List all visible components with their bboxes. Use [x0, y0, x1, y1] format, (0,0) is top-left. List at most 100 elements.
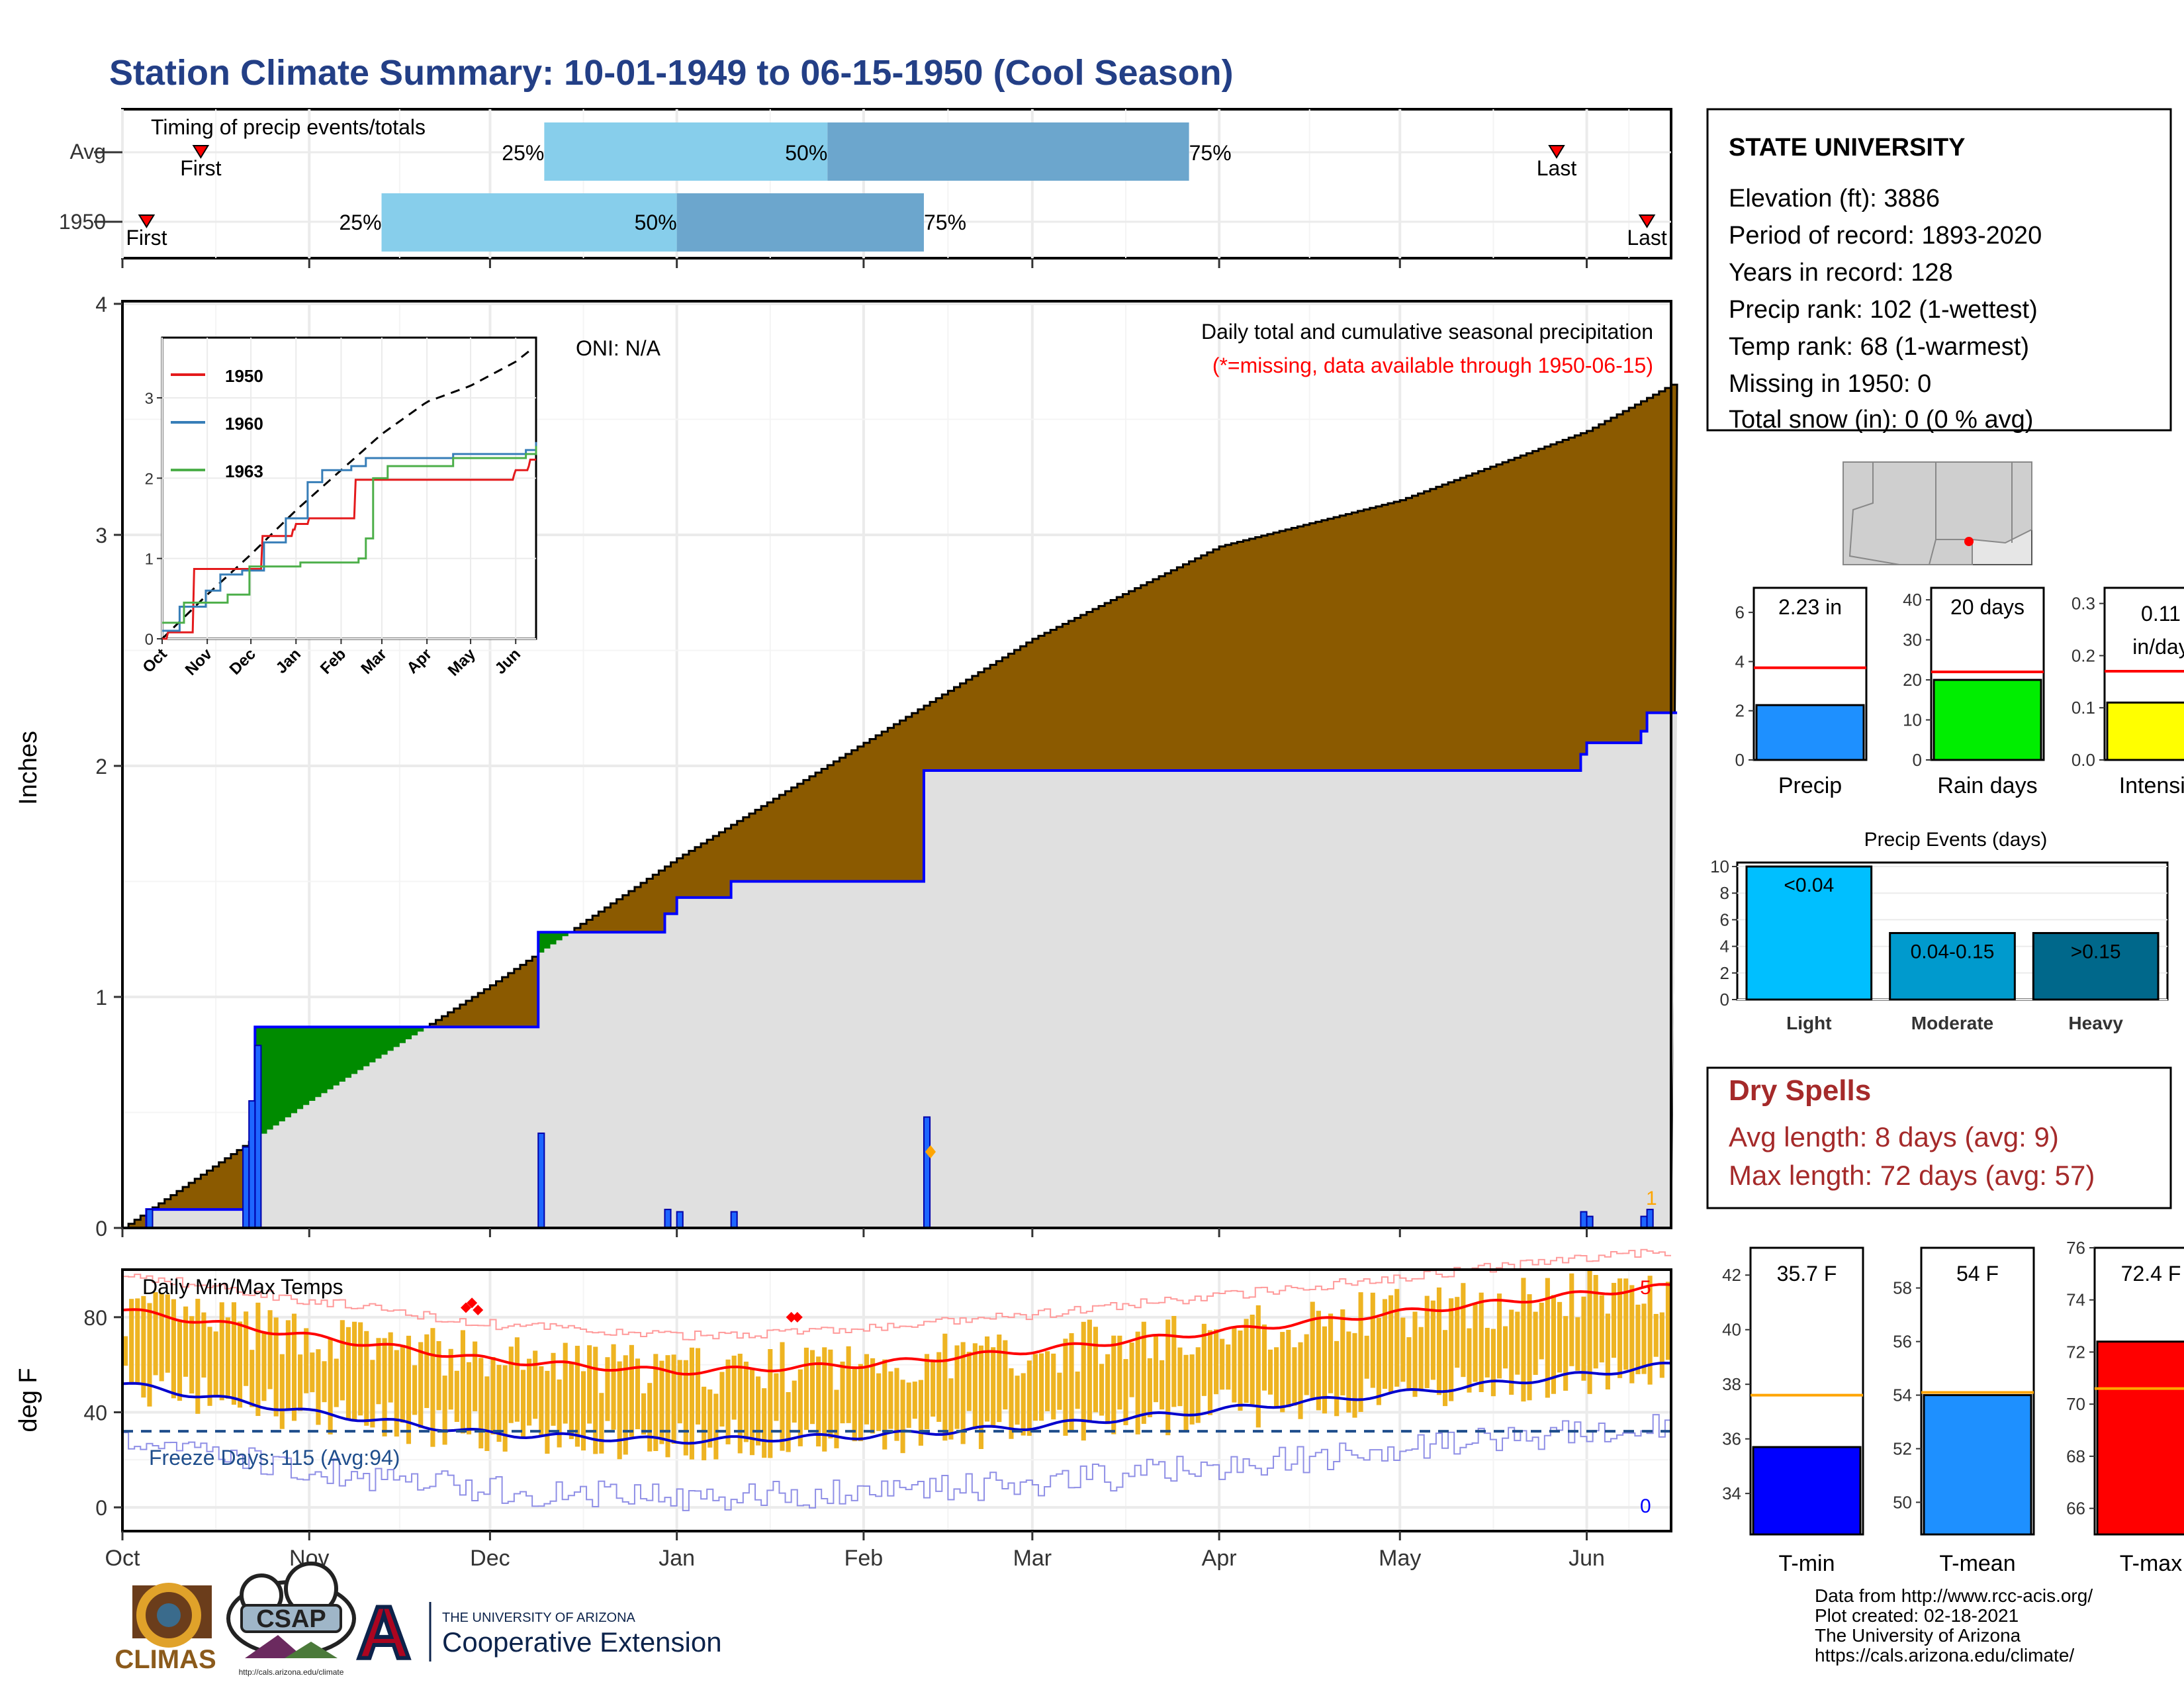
daily-temp-bar — [1250, 1315, 1255, 1405]
daily-temp-bar — [1563, 1316, 1569, 1391]
daily-temp-bar — [1430, 1300, 1435, 1380]
daily-temp-bar — [1647, 1276, 1653, 1385]
daily-temp-bar — [1527, 1294, 1532, 1401]
daily-temp-bar — [629, 1344, 634, 1437]
events-ytick-label: 0 — [1720, 990, 1729, 1009]
daily-temp-bar — [1292, 1347, 1297, 1406]
daily-temp-bar — [713, 1393, 719, 1460]
summary-bar-name: Rain days — [1937, 773, 2037, 798]
temp-summary-value: 72.4 F — [2121, 1262, 2181, 1286]
daily-temp-bar — [1177, 1347, 1183, 1407]
timing-bar-25-50 — [544, 122, 828, 181]
daily-temp-bar — [1659, 1312, 1664, 1378]
events-bar-Moderate — [1889, 932, 2016, 1001]
station-info-box: STATE UNIVERSITY Elevation (ft): 3886 Pe… — [1706, 108, 2172, 434]
daily-temp-bar — [1189, 1354, 1195, 1425]
daily-temp-bar — [797, 1369, 803, 1446]
daily-temp-bar — [520, 1370, 526, 1439]
daily-temp-bar — [424, 1334, 430, 1409]
daily-temp-bar — [1244, 1319, 1249, 1403]
temp-ytick-label: 40 — [83, 1401, 107, 1425]
daily-temp-bar — [756, 1376, 761, 1446]
daily-temp-bar — [1581, 1296, 1586, 1381]
daily-temp-bar — [1490, 1329, 1496, 1397]
daily-temp-bar — [1503, 1326, 1508, 1369]
daily-temp-bar — [743, 1361, 749, 1442]
missing-note: (*=missing, data available through 1950-… — [1212, 353, 1653, 377]
daily-temp-bar — [1539, 1302, 1544, 1360]
summary-value-unit: in/day — [2132, 635, 2184, 659]
daily-temp-bar — [569, 1363, 574, 1439]
first-event-marker — [192, 145, 210, 159]
daily-temp-bar — [273, 1317, 279, 1417]
station-precip-rank: Precip rank: 102 (1-wettest) — [1729, 296, 2038, 324]
daily-temp-bar — [135, 1298, 140, 1384]
daily-temp-bar — [527, 1358, 532, 1426]
daily-temp-bar — [1406, 1337, 1412, 1390]
events-category-label: Moderate — [1911, 1013, 1993, 1033]
events-bar-label: 0.04-0.15 — [1911, 941, 1995, 963]
timing-bar-50-75 — [676, 193, 924, 252]
daily-temp-bar — [1593, 1275, 1598, 1369]
daily-temp-bar — [1207, 1330, 1213, 1415]
events-bar-label: >0.15 — [2071, 941, 2121, 963]
daily-temp-bar — [219, 1302, 224, 1401]
precip-ytick-label: 1 — [95, 986, 107, 1009]
station-missing: Missing in 1950: 0 — [1729, 370, 1931, 398]
temp-summary-ytick-label: 56 — [1893, 1332, 1912, 1352]
timing-bar-25-50 — [381, 193, 677, 252]
record-high-marker — [792, 1311, 803, 1323]
daily-temp-bar — [653, 1354, 659, 1451]
daily-temp-bar — [864, 1354, 870, 1425]
daily-temp-bar — [1123, 1359, 1128, 1425]
daily-temp-bar — [351, 1321, 357, 1422]
daily-temp-bar — [912, 1382, 917, 1419]
daily-temp-bar — [1214, 1329, 1219, 1395]
daily-temp-bar — [574, 1346, 580, 1447]
daily-temp-bar — [304, 1328, 309, 1393]
temp-ytick-label: 0 — [95, 1496, 107, 1520]
daily-temp-bar — [370, 1360, 375, 1428]
month-label: Apr — [1202, 1546, 1237, 1571]
daily-temp-bar — [1521, 1278, 1526, 1402]
daily-temp-bar — [1147, 1358, 1152, 1417]
daily-temp-bar — [298, 1354, 303, 1411]
temp-ytick-label: 80 — [83, 1306, 107, 1330]
temp-summary-bar-T-max — [2096, 1340, 2184, 1536]
climas-logo: CLIMAS — [114, 1583, 216, 1674]
daily-precip-bar — [254, 1045, 262, 1229]
daily-temp-bar — [1063, 1338, 1068, 1436]
month-label: Oct — [105, 1546, 140, 1571]
daily-temp-bar — [1238, 1330, 1243, 1411]
daily-temp-bar — [725, 1359, 731, 1444]
daily-temp-bar — [870, 1358, 876, 1434]
timing-panel: 25% 50% 75% First Last 25% 50% 75% First Last Tim… — [59, 108, 1672, 268]
timing-row-avg-label: Avg — [69, 140, 106, 164]
daily-temp-bar — [689, 1347, 694, 1460]
daily-temp-bar — [1370, 1292, 1375, 1388]
daily-temp-bar — [888, 1371, 893, 1429]
daily-precip-bar — [146, 1209, 154, 1229]
observed-cumulative-area — [122, 712, 1678, 1228]
temp-min-count: 0 — [1640, 1495, 1651, 1517]
daily-temp-bar — [1255, 1305, 1261, 1428]
daily-temp-bar — [1605, 1313, 1610, 1389]
daily-temp-bar — [1021, 1373, 1026, 1436]
avg-tmin-line — [122, 1361, 1672, 1445]
ua-small-text: THE UNIVERSITY OF ARIZONA — [442, 1611, 636, 1625]
record-low-line — [122, 1414, 1671, 1511]
record-high-marker — [786, 1311, 797, 1323]
timing-bar-50-75 — [827, 122, 1189, 181]
daily-temp-bar — [1484, 1327, 1490, 1378]
daily-temp-bar — [141, 1295, 146, 1398]
daily-temp-bar — [388, 1332, 393, 1403]
precip-ylabel: Inches — [15, 731, 42, 805]
daily-temp-bar — [442, 1376, 447, 1445]
month-label: Jan — [659, 1546, 695, 1571]
daily-temp-bar — [1093, 1327, 1099, 1413]
temp-summary-bar-T-mean — [1923, 1394, 2032, 1536]
inset-ytick-label: 2 — [145, 470, 154, 488]
daily-temp-bar — [563, 1342, 568, 1424]
daily-temp-bar — [978, 1345, 984, 1449]
daily-temp-bar — [1129, 1342, 1134, 1397]
